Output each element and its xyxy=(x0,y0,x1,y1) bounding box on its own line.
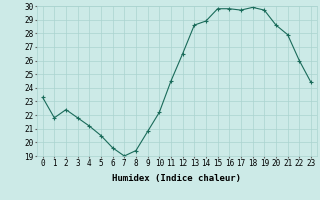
X-axis label: Humidex (Indice chaleur): Humidex (Indice chaleur) xyxy=(112,174,241,183)
